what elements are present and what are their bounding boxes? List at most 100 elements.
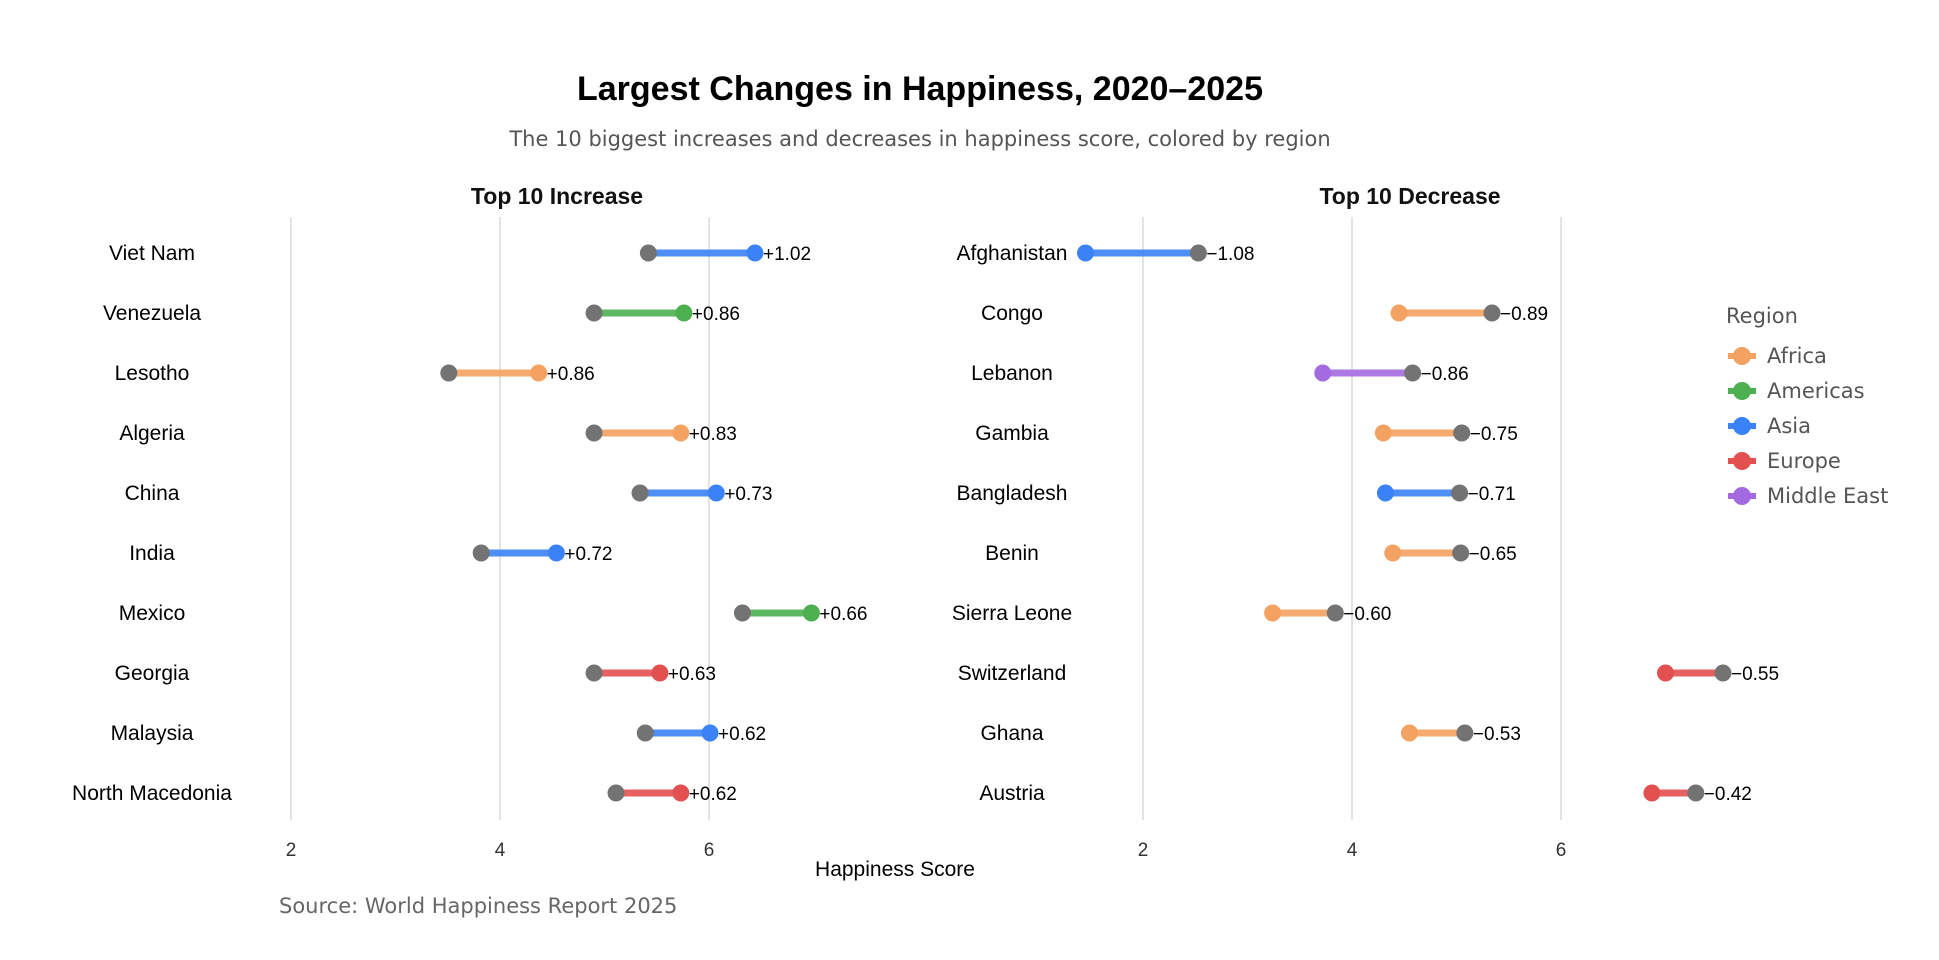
legend-swatch-middle-east [1733,487,1751,505]
legend-swatch-americas [1733,382,1751,400]
country-label-viet-nam: Viet Nam [109,242,195,265]
panel-title-increase: Top 10 Increase [471,183,643,209]
point-2025-north-macedonia [672,784,690,802]
legend-swatch-africa [1733,347,1751,365]
point-2025-georgia [651,664,669,682]
point-2020-lebanon [1404,364,1422,382]
point-2025-mexico [802,604,820,622]
legend: Region Africa Americas Asia Europe Middle Ea… [1726,304,1888,508]
point-2025-congo [1390,304,1408,322]
point-2020-china [631,484,649,502]
change-label-china: +0.73 [724,484,772,505]
chart-caption: Source: World Happiness Report 2025 [279,894,677,918]
point-2020-north-macedonia [607,784,625,802]
point-2025-china [707,484,725,502]
change-label-austria: −0.42 [1704,784,1752,805]
point-2025-sierra-leone [1264,604,1282,622]
chart-title: Largest Changes in Happiness, 2020–2025 [577,70,1263,108]
point-2020-benin [1452,544,1470,562]
country-label-china: China [125,482,180,505]
legend-item-americas: Americas [1767,379,1865,403]
point-2025-malaysia [701,724,719,742]
point-2020-congo [1483,304,1501,322]
country-label-switzerland: Switzerland [958,662,1067,685]
country-label-gambia: Gambia [975,422,1049,445]
country-label-afghanistan: Afghanistan [957,242,1068,265]
change-label-mexico: +0.66 [819,604,867,625]
panel-title-decrease: Top 10 Decrease [1319,183,1500,209]
point-2020-venezuela [585,304,603,322]
point-2025-algeria [672,424,690,442]
country-label-lesotho: Lesotho [115,362,190,385]
change-label-algeria: +0.83 [689,424,737,445]
panel-top-decrease: Top 10 Decrease 2 4 6 Afghanistan −1.08 Congo −… [952,183,1779,861]
legend-swatch-europe [1733,452,1751,470]
change-label-gambia: −0.75 [1470,424,1518,445]
country-label-venezuela: Venezuela [103,302,201,325]
change-label-congo: −0.89 [1500,304,1548,325]
legend-item-asia: Asia [1767,414,1811,438]
point-2025-gambia [1374,424,1392,442]
country-label-ghana: Ghana [980,722,1043,745]
point-2020-mexico [733,604,751,622]
point-2020-malaysia [636,724,654,742]
country-label-north-macedonia: North Macedonia [72,782,232,805]
change-label-india: +0.72 [564,544,612,565]
legend-swatch-asia [1733,417,1751,435]
panel-top-increase: Top 10 Increase 2 4 6 Viet Nam +1.02 Venezuela… [72,183,867,861]
x-tick-label: 6 [1556,840,1567,861]
country-label-benin: Benin [985,542,1039,565]
country-label-sierra-leone: Sierra Leone [952,602,1072,625]
change-label-ghana: −0.53 [1473,724,1521,745]
country-label-austria: Austria [979,782,1045,805]
change-label-malaysia: +0.62 [718,724,766,745]
point-2020-bangladesh [1451,484,1469,502]
point-2020-viet-nam [639,244,657,262]
country-label-bangladesh: Bangladesh [957,482,1068,505]
legend-item-middle-east: Middle East [1767,484,1888,508]
country-label-malaysia: Malaysia [111,722,194,745]
point-2020-gambia [1453,424,1471,442]
point-2025-venezuela [675,304,693,322]
point-2025-austria [1643,784,1661,802]
chart-subtitle: The 10 biggest increases and decreases i… [508,127,1330,151]
point-2025-viet-nam [746,244,764,262]
point-2020-india [472,544,490,562]
point-2020-ghana [1456,724,1474,742]
country-label-mexico: Mexico [119,602,186,625]
point-2025-bangladesh [1376,484,1394,502]
x-axis-label: Happiness Score [815,858,975,881]
change-label-north-macedonia: +0.62 [689,784,737,805]
point-2025-india [547,544,565,562]
x-tick-label: 4 [495,840,506,861]
change-label-viet-nam: +1.02 [763,244,811,265]
country-label-india: India [129,542,175,565]
legend-item-africa: Africa [1767,344,1827,368]
x-tick-label: 6 [704,840,715,861]
point-2020-georgia [585,664,603,682]
point-2020-lesotho [440,364,458,382]
country-label-congo: Congo [981,302,1043,325]
point-2020-austria [1687,784,1705,802]
point-2025-lebanon [1314,364,1332,382]
point-2025-afghanistan [1077,244,1095,262]
point-2020-switzerland [1714,664,1732,682]
point-2025-ghana [1400,724,1418,742]
country-label-algeria: Algeria [119,422,185,445]
change-label-bangladesh: −0.71 [1468,484,1516,505]
point-2025-lesotho [530,364,548,382]
change-label-lebanon: −0.86 [1421,364,1469,385]
x-tick-label: 2 [286,840,297,861]
change-label-switzerland: −0.55 [1731,664,1779,685]
change-label-venezuela: +0.86 [692,304,740,325]
point-2020-algeria [585,424,603,442]
point-2020-afghanistan [1189,244,1207,262]
point-2020-sierra-leone [1326,604,1344,622]
change-label-benin: −0.65 [1469,544,1517,565]
legend-item-europe: Europe [1767,449,1841,473]
country-label-lebanon: Lebanon [971,362,1053,385]
change-label-afghanistan: −1.08 [1206,244,1254,265]
change-label-lesotho: +0.86 [547,364,595,385]
point-2025-switzerland [1657,664,1674,682]
